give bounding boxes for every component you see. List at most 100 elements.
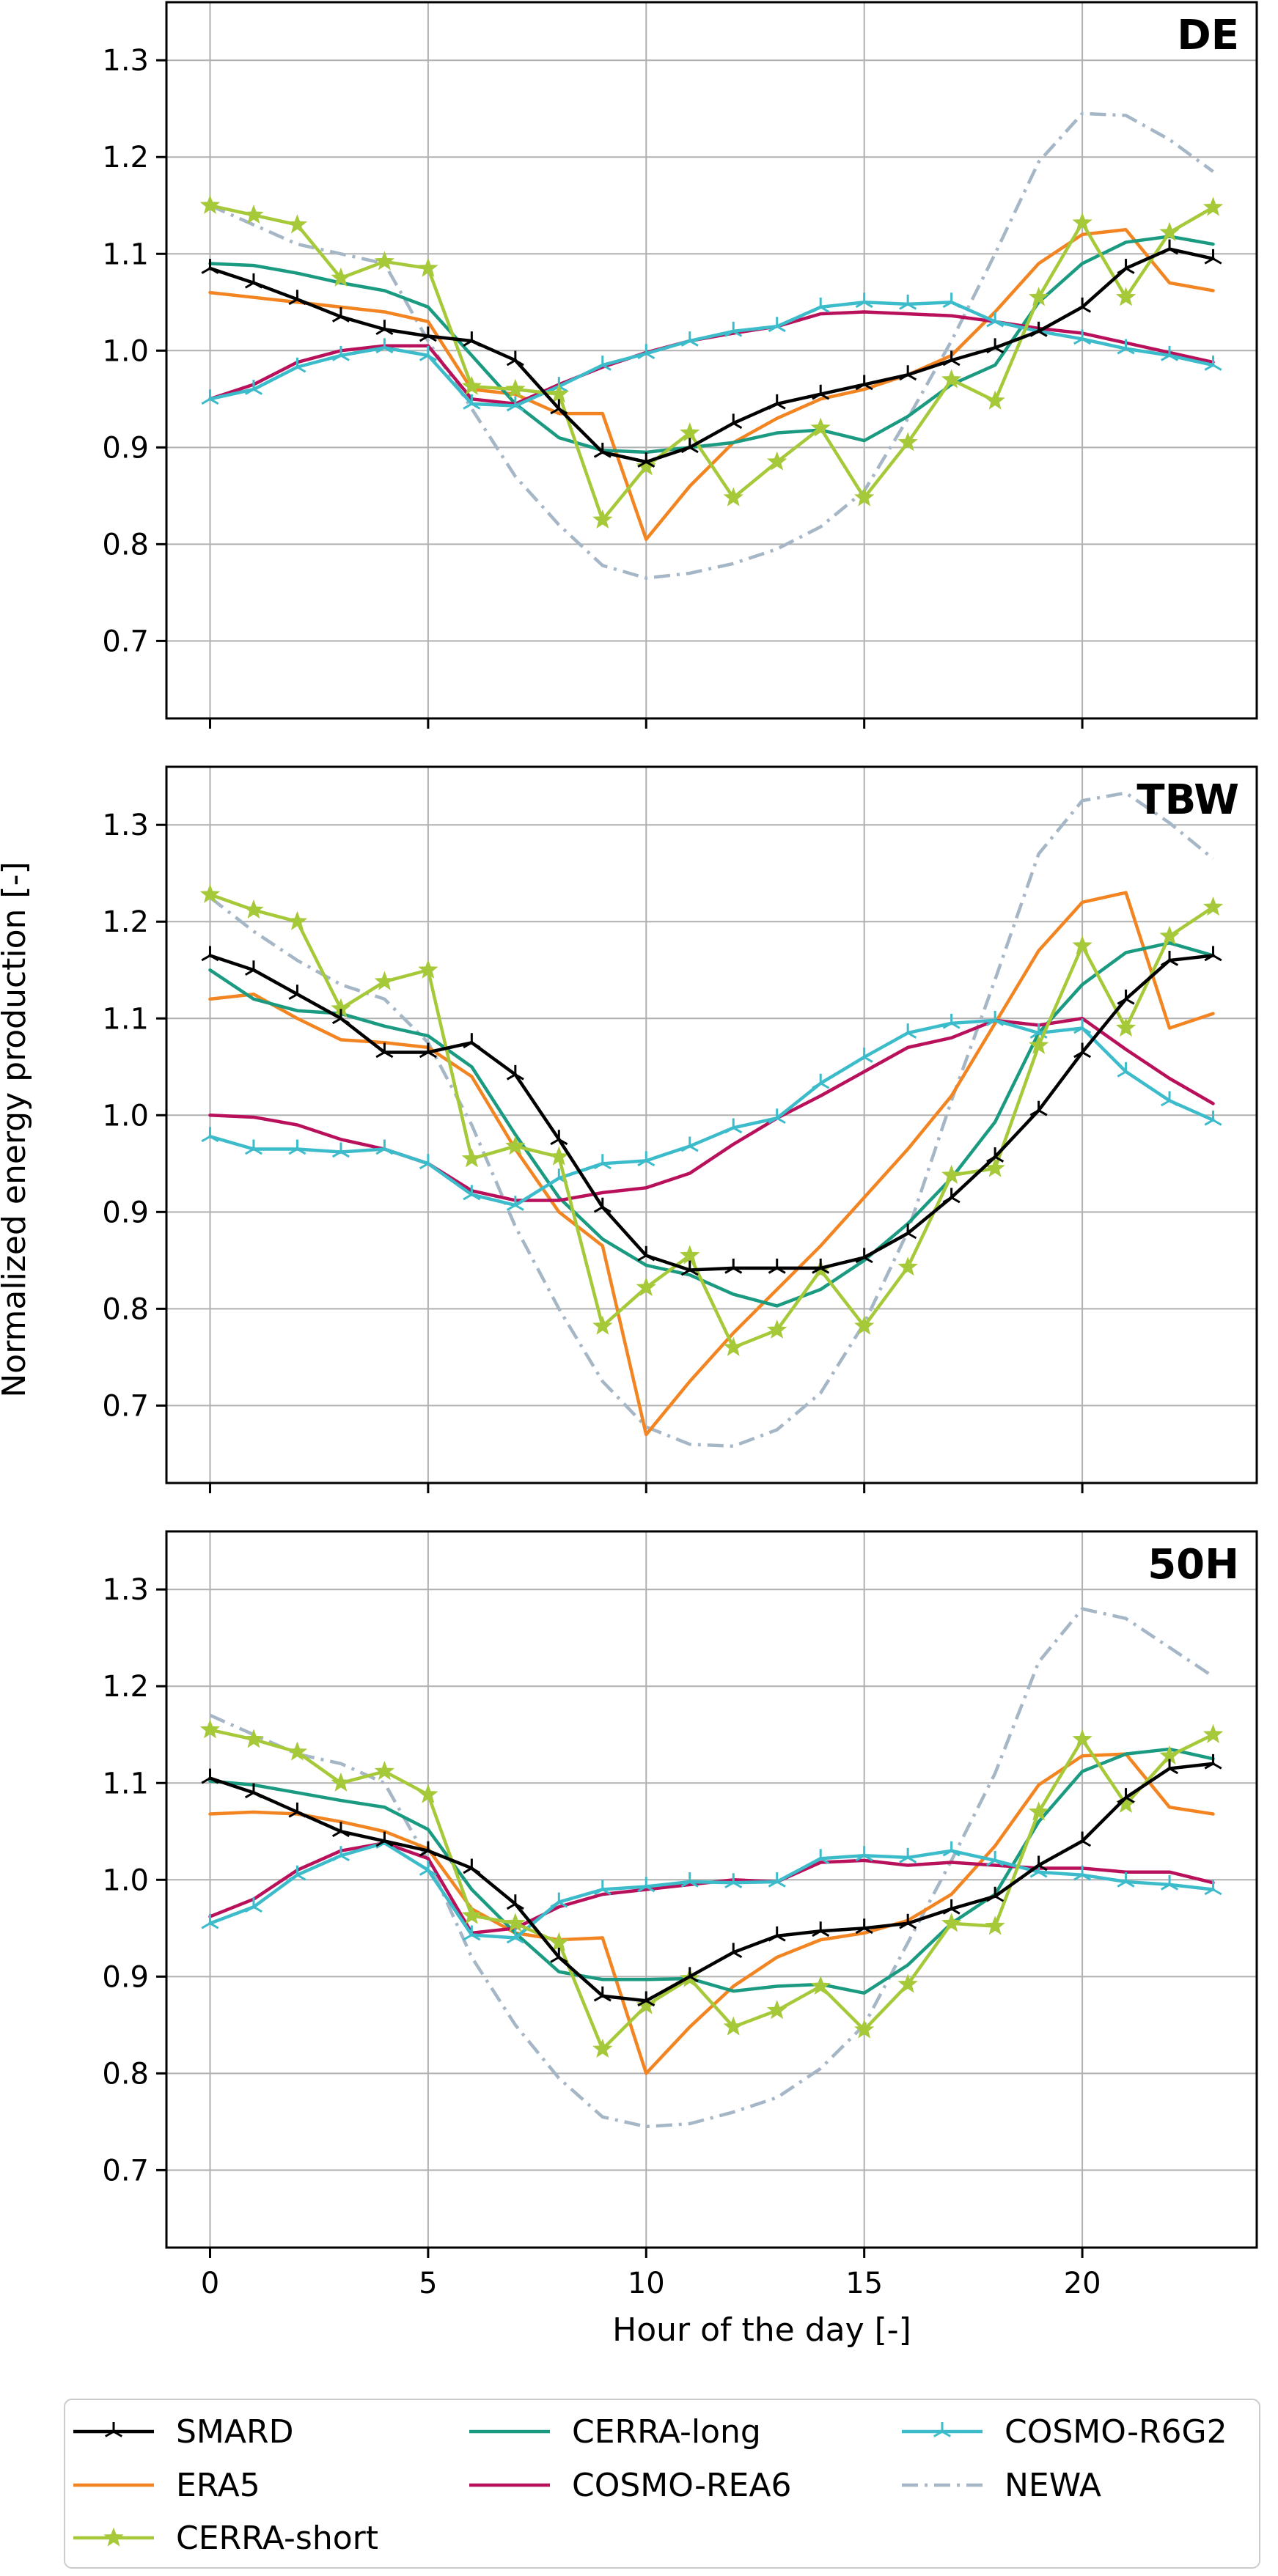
series-layer	[199, 791, 1224, 1449]
plot-frame	[165, 765, 1258, 1484]
data-point-cerra-short	[1072, 935, 1092, 954]
data-point-smard	[506, 1064, 524, 1081]
data-point-cerra-short	[505, 1136, 526, 1155]
data-point-smard	[1204, 1753, 1222, 1770]
data-point-cosmo-r6g2	[288, 357, 306, 373]
data-point-cerra-short	[287, 910, 308, 930]
data-point-cerra-short	[548, 1932, 570, 1951]
data-point-cosmo-r6g2	[680, 1872, 699, 1888]
y-tick-label: 0.8	[102, 2057, 149, 2091]
data-point-cosmo-r6g2	[506, 1928, 524, 1944]
data-point-cosmo-r6g2	[331, 345, 350, 361]
data-point-smard	[768, 1258, 786, 1274]
series-line-era5	[208, 891, 1215, 1437]
data-point-cosmo-r6g2	[506, 1196, 524, 1211]
x-tick-label: 10	[628, 2267, 665, 2300]
x-tick-label: 20	[1064, 2267, 1101, 2300]
data-point-cosmo-r6g2	[855, 292, 873, 309]
y-tick-label: 0.8	[102, 1292, 149, 1326]
data-point-cosmo-r6g2	[1073, 1865, 1092, 1881]
data-point-smard	[899, 365, 917, 381]
data-point-cerra-short	[374, 1761, 395, 1781]
data-point-cerra-short	[1159, 221, 1180, 241]
series-line-newa	[209, 1607, 1214, 2129]
y-tick-label: 0.9	[102, 1196, 149, 1229]
data-point-cerra-short	[331, 1772, 351, 1792]
data-point-smard	[1029, 1855, 1048, 1872]
data-point-smard	[550, 399, 568, 415]
data-point-cosmo-r6g2	[724, 1118, 743, 1134]
data-point-cerra-short	[723, 2016, 743, 2036]
data-point-smard	[1161, 239, 1179, 255]
data-point-cosmo-r6g2	[375, 338, 394, 354]
data-point-cosmo-r6g2	[1204, 1110, 1222, 1126]
data-point-smard	[637, 1245, 655, 1262]
data-point-smard	[768, 394, 786, 410]
y-tick-label: 1.3	[102, 44, 149, 78]
legend-label-cerra-long: CERRA-long	[572, 2413, 761, 2451]
data-point-cosmo-r6g2	[1161, 1874, 1179, 1891]
data-point-smard	[463, 331, 481, 347]
data-point-smard	[201, 1768, 219, 1784]
data-point-cerra-short	[199, 883, 221, 903]
data-point-smard	[288, 290, 306, 306]
panel-tbw: 0.7 0.8 0.9 1.0 1.1 1.2 1.3 TBW	[102, 765, 1258, 1493]
data-point-cerra-short	[199, 194, 221, 214]
data-point-cosmo-r6g2	[244, 1897, 262, 1913]
data-point-cosmo-r6g2	[550, 1892, 568, 1908]
series-line-smard	[208, 247, 1215, 464]
y-tick-label: 1.0	[102, 1863, 149, 1897]
data-point-smard	[637, 1991, 655, 2007]
data-point-cosmo-r6g2	[244, 380, 262, 395]
data-point-cosmo-r6g2	[201, 389, 219, 405]
data-point-cosmo-r6g2	[724, 321, 743, 337]
data-point-smard	[986, 338, 1005, 354]
data-point-cosmo-r6g2	[724, 1873, 743, 1889]
legend-marker-cerra-short	[103, 2527, 124, 2547]
data-point-smard	[942, 350, 961, 367]
data-point-cerra-short	[243, 899, 264, 919]
data-point-smard	[463, 1033, 481, 1049]
data-point-smard	[375, 320, 394, 336]
plot-frame	[165, 1530, 1258, 2249]
data-point-cosmo-r6g2	[463, 1185, 481, 1201]
data-point-cerra-short	[461, 1905, 482, 1924]
data-point-cerra-short	[548, 383, 570, 403]
data-point-cerra-short	[941, 1913, 962, 1932]
data-point-cerra-short	[592, 509, 613, 529]
series-line-newa	[209, 111, 1214, 580]
data-point-smard	[419, 1042, 437, 1059]
data-point-smard	[812, 384, 830, 400]
x-axis-label: Hour of the day [-]	[612, 2311, 911, 2349]
data-point-cosmo-r6g2	[201, 1913, 219, 1929]
data-point-cosmo-r6g2	[593, 1880, 612, 1896]
data-point-smard	[331, 1822, 350, 1838]
data-point-cosmo-r6g2	[288, 1865, 306, 1881]
legend-marker-smard	[104, 2422, 123, 2437]
data-point-cosmo-r6g2	[1161, 345, 1179, 361]
data-point-smard	[1117, 1788, 1135, 1803]
y-tick-label: 1.2	[102, 905, 149, 939]
data-point-cerra-short	[1072, 212, 1092, 232]
data-point-smard	[1117, 989, 1135, 1005]
data-point-cerra-short	[723, 1336, 743, 1356]
data-point-cerra-short	[331, 267, 351, 287]
data-point-smard	[593, 1197, 612, 1213]
data-point-smard	[812, 1258, 830, 1274]
data-point-smard	[593, 1986, 612, 2002]
data-point-smard	[375, 1831, 394, 1847]
data-point-cosmo-r6g2	[1161, 1091, 1179, 1107]
data-point-cosmo-r6g2	[1117, 339, 1135, 355]
data-point-smard	[942, 1188, 961, 1204]
data-point-cerra-short	[1202, 196, 1224, 216]
data-point-cerra-short	[1115, 287, 1136, 306]
data-point-smard	[637, 452, 655, 468]
data-point-smard	[201, 946, 219, 962]
y-tick-label: 1.2	[102, 141, 149, 174]
data-point-smard	[331, 307, 350, 323]
y-tick-label: 1.1	[102, 1767, 149, 1800]
y-tick-label: 0.8	[102, 528, 149, 562]
data-point-cerra-short	[418, 1784, 438, 1803]
series-layer	[199, 111, 1224, 580]
data-point-smard	[419, 1841, 437, 1857]
